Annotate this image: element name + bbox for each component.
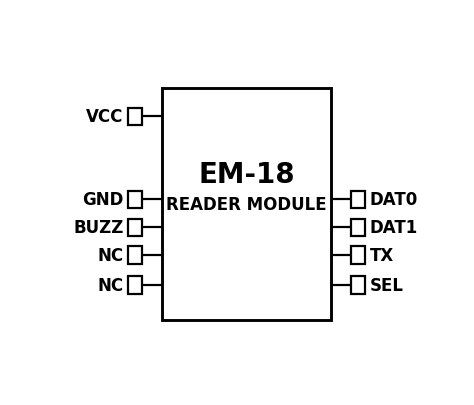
Bar xyxy=(128,191,142,209)
Text: NC: NC xyxy=(98,276,124,294)
Bar xyxy=(162,89,331,320)
Text: BUZZ: BUZZ xyxy=(73,219,124,237)
Bar xyxy=(128,219,142,236)
Text: GND: GND xyxy=(82,191,124,209)
Bar xyxy=(351,247,365,264)
Text: TX: TX xyxy=(370,246,394,264)
Text: DAT0: DAT0 xyxy=(370,191,418,209)
Text: READER MODULE: READER MODULE xyxy=(166,196,327,213)
Bar xyxy=(351,219,365,236)
Bar xyxy=(351,277,365,294)
Text: DAT1: DAT1 xyxy=(370,219,418,237)
Bar xyxy=(128,277,142,294)
Bar xyxy=(128,247,142,264)
Bar xyxy=(351,191,365,209)
Text: NC: NC xyxy=(98,246,124,264)
Bar xyxy=(128,108,142,126)
Text: EM-18: EM-18 xyxy=(198,160,295,188)
Text: SEL: SEL xyxy=(370,276,404,294)
Text: VCC: VCC xyxy=(86,108,124,126)
